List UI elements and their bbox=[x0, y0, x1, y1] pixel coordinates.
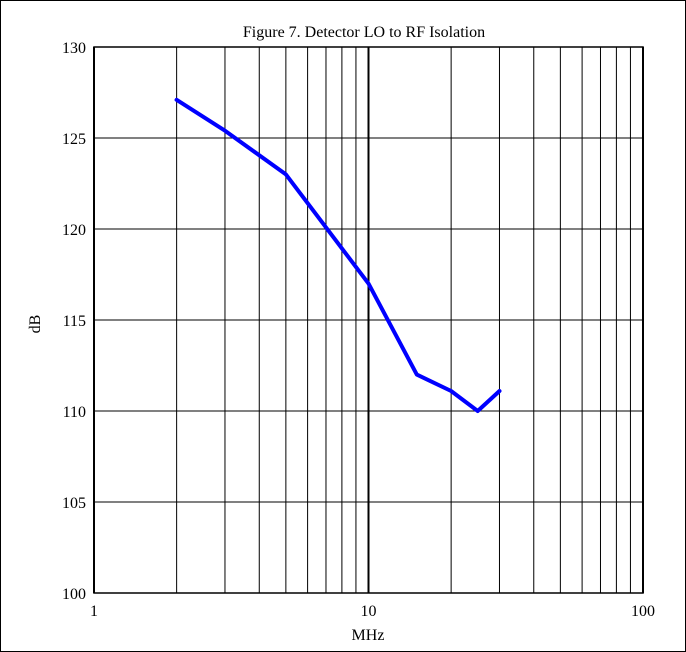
x-tick-label: 10 bbox=[361, 603, 377, 620]
series-line bbox=[174, 97, 502, 413]
y-axis-label: dB bbox=[27, 315, 44, 334]
y-tick-label: 120 bbox=[62, 222, 86, 239]
y-tick-label: 115 bbox=[63, 313, 86, 330]
plot-area bbox=[93, 46, 644, 594]
y-tick-label: 100 bbox=[62, 586, 86, 603]
chart-title: Figure 7. Detector LO to RF Isolation bbox=[243, 24, 485, 41]
grid bbox=[93, 46, 644, 594]
y-tick-label: 105 bbox=[62, 495, 86, 512]
series-layer bbox=[174, 97, 502, 413]
title-background bbox=[238, 23, 490, 42]
x-axis-label: MHz bbox=[352, 627, 385, 644]
x-tick-label: 100 bbox=[631, 603, 655, 620]
y-tick-label: 110 bbox=[63, 404, 86, 421]
x-tick-label: 1 bbox=[90, 603, 98, 620]
y-tick-label: 130 bbox=[62, 40, 86, 57]
y-tick-label: 125 bbox=[62, 131, 86, 148]
